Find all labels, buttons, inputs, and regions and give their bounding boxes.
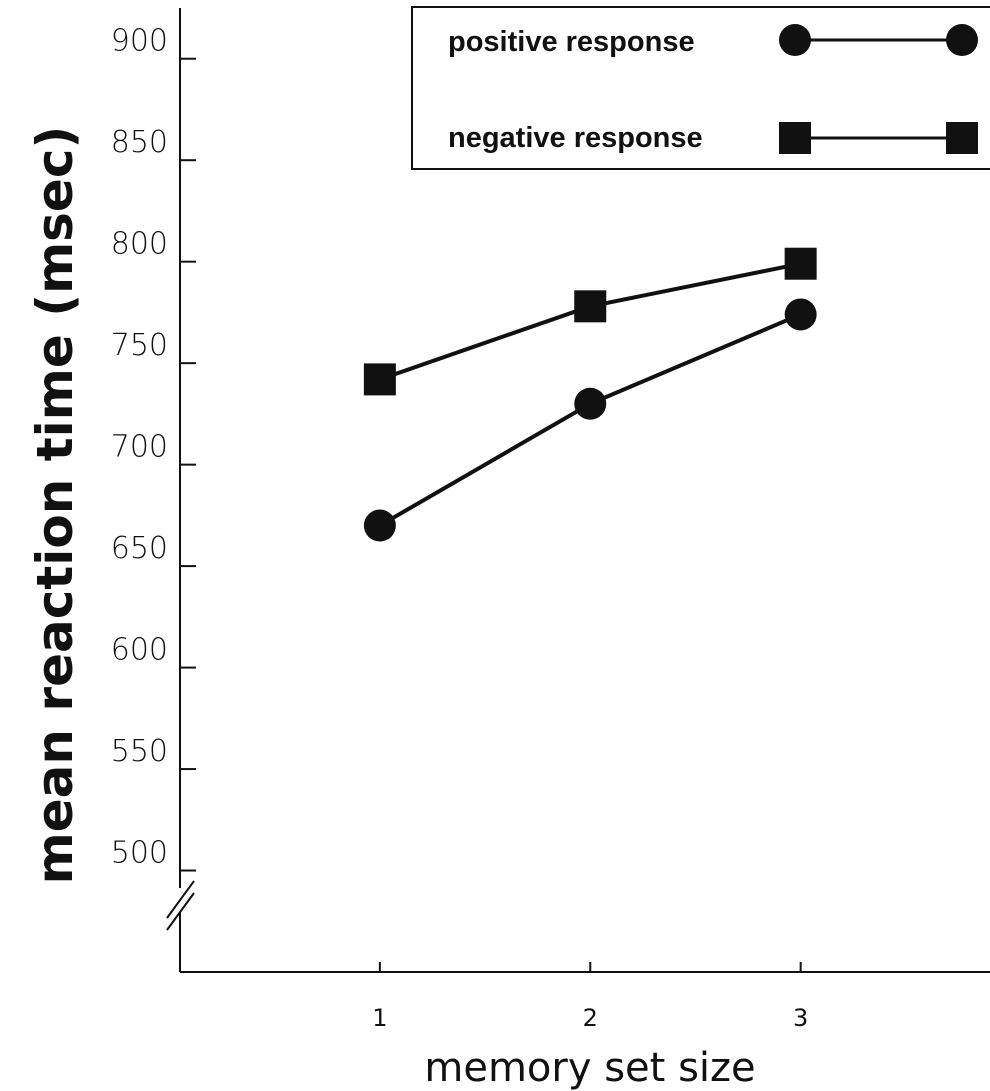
- x-axis-title: memory set size: [424, 1045, 755, 1091]
- legend-label-positive-response: positive response: [448, 26, 695, 58]
- y-axis-break-mark: [166, 880, 195, 931]
- legend-marker-positive-response-1: [779, 24, 811, 56]
- x-ticks: 1 2 3: [372, 962, 808, 1032]
- x-tick-label-3: 3: [793, 1004, 808, 1032]
- legend-marker-negative-response-2: [946, 122, 978, 154]
- y-tick-label-900: 900: [111, 24, 168, 59]
- data-point-negative-response-3: [784, 247, 817, 280]
- data-point-negative-response-2: [574, 290, 607, 323]
- legend-box: [411, 6, 990, 170]
- y-tick-label-650: 650: [111, 531, 168, 566]
- data-point-positive-response-1: [363, 509, 396, 542]
- y-tick-label-700: 700: [111, 430, 168, 465]
- y-tick-label-550: 550: [111, 734, 168, 769]
- y-tick-label-750: 750: [111, 328, 168, 363]
- x-tick-label-1: 1: [372, 1004, 387, 1032]
- legend: positive response negative response: [411, 6, 990, 170]
- legend-marker-negative-response-1: [779, 122, 811, 154]
- data-point-positive-response-3: [784, 298, 817, 331]
- data-point-positive-response-2: [574, 387, 607, 420]
- x-tick-label-2: 2: [583, 1004, 598, 1032]
- y-tick-label-850: 850: [111, 125, 168, 160]
- y-axis-title: mean reaction time (msec): [26, 126, 84, 885]
- data-point-negative-response-1: [363, 363, 396, 396]
- y-tick-label-500: 500: [111, 836, 168, 871]
- y-tick-label-600: 600: [111, 633, 168, 668]
- legend-marks: [779, 24, 978, 154]
- legend-label-negative-response: negative response: [448, 122, 703, 154]
- legend-marker-positive-response-2: [946, 24, 978, 56]
- series-line-positive-response: [378, 312, 802, 528]
- y-ticks: 500 550 600 650 700 750 800 850 900: [111, 24, 196, 872]
- y-tick-label-800: 800: [111, 227, 168, 262]
- axes: 500 550 600 650 700 750 800 850 900 1 2 3: [111, 8, 990, 1032]
- series-layer: [363, 247, 817, 542]
